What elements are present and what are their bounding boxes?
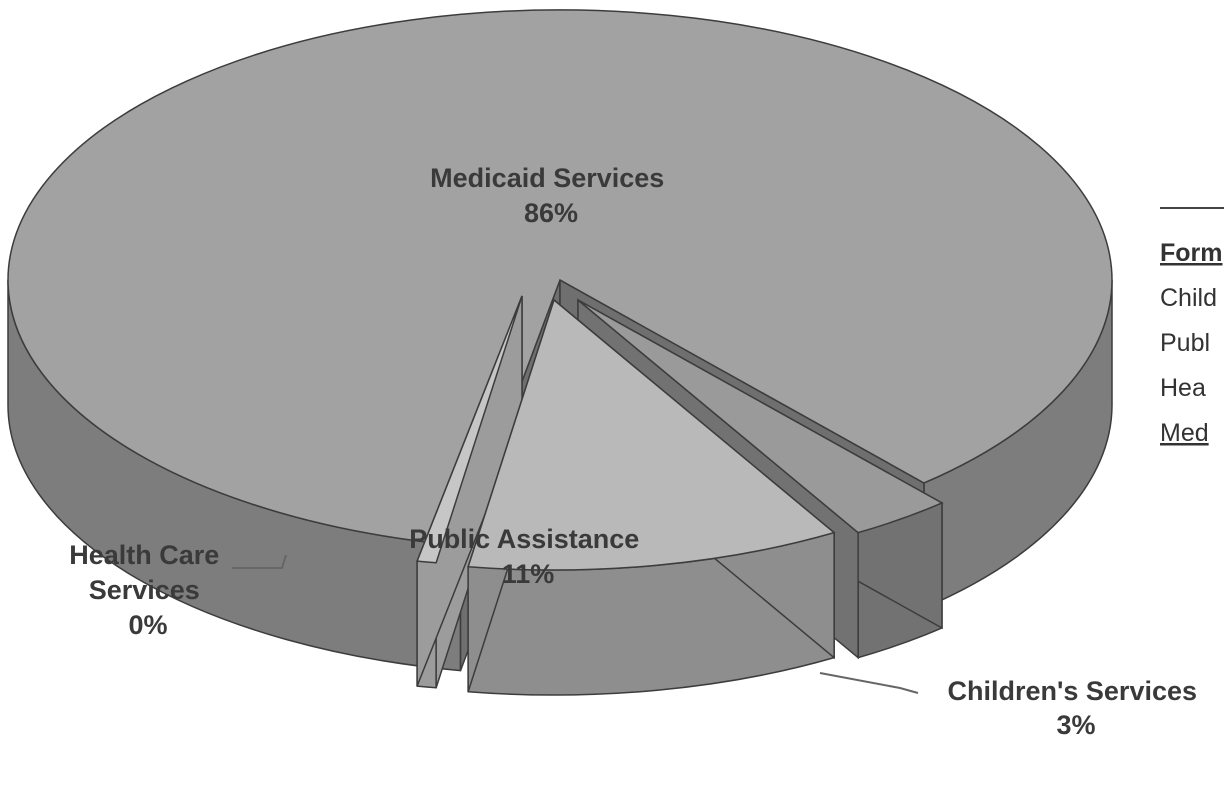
- pie-slice: [416, 295, 523, 689]
- slice-label-childrens: Children's Services 3%: [947, 676, 1204, 740]
- slice-label-health-care: Health Care Services 0%: [69, 540, 227, 640]
- legend-header: Form: [1160, 239, 1223, 267]
- pie-slices: [7, 9, 1113, 696]
- legend: Form Child Publ Hea Med: [1160, 207, 1224, 447]
- slice-top-face: [416, 295, 523, 564]
- legend-item-hea: Hea: [1160, 374, 1206, 402]
- legend-item-publ: Publ: [1160, 329, 1210, 357]
- slice-top-face: [467, 298, 836, 571]
- slice-label-public-assistance: Public Assistance 11%: [409, 524, 647, 589]
- slice-top-face: [577, 299, 944, 534]
- legend-item-child: Child: [1160, 284, 1217, 312]
- slice-top-face: [7, 9, 1113, 547]
- leader-line-health-care: [232, 554, 287, 569]
- leader-line-childrens: [819, 672, 919, 694]
- slice-label-medicaid: Medicaid Services 86%: [430, 163, 672, 228]
- legend-item-med: Med: [1160, 419, 1209, 447]
- pie-slice: [467, 298, 836, 696]
